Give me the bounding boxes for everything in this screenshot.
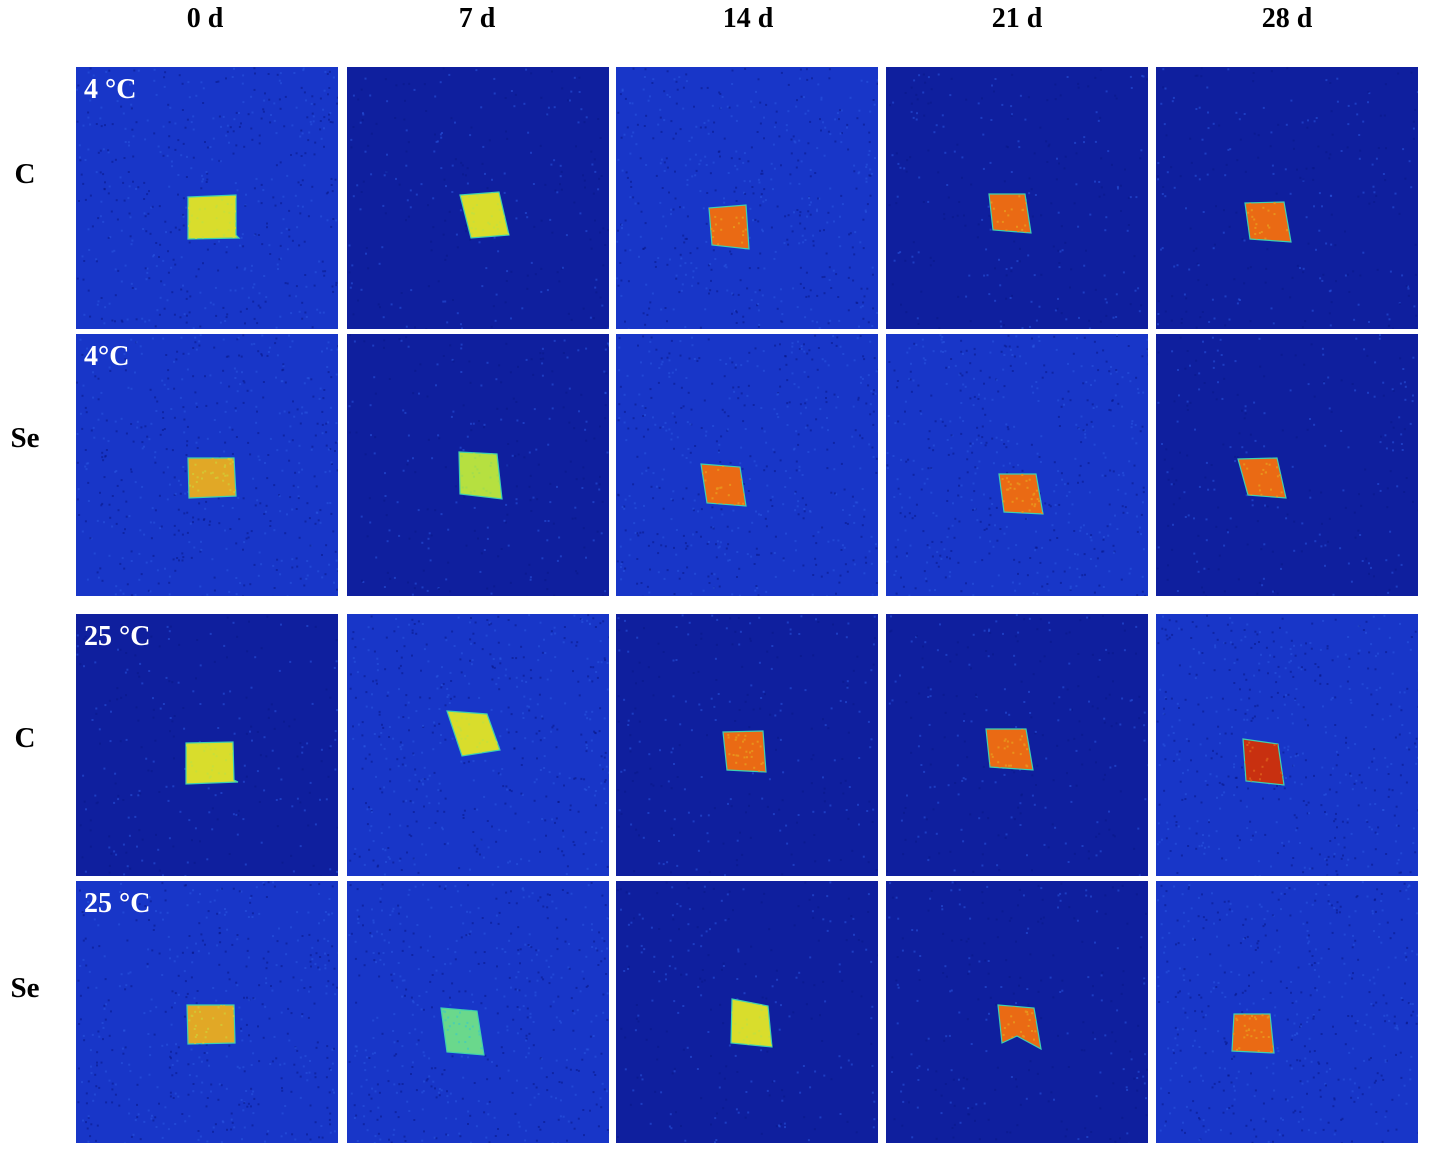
row-label-se-25c: Se [10,972,40,1004]
thermal-image-r3-c3 [886,881,1148,1143]
thermal-image-r0-c2 [616,67,878,329]
column-header-7d: 7 d [458,3,496,34]
thermal-image-r2-c1 [347,614,609,876]
thermal-image-r2-c2 [616,614,878,876]
sample-patch [440,1007,485,1056]
temperature-label: 25 °C [84,888,151,919]
column-header-0d: 0 d [186,3,224,34]
sample-patch [700,463,747,507]
sample-patch [185,741,239,785]
thermal-image-r0-c0: 4 °C [76,67,338,329]
sample-patch [458,451,503,500]
sample-patch [730,998,773,1048]
column-header-28d: 28 d [1261,3,1313,34]
temperature-label: 4°C [84,341,130,372]
row-label-control-25c: C [14,722,36,754]
thermal-image-r0-c4 [1156,67,1418,329]
sample-patch [446,710,501,757]
sample-patch [998,473,1044,515]
thermal-image-r0-c1 [347,67,609,329]
thermal-image-r3-c0: 25 °C [76,881,338,1143]
sample-patch [708,204,750,250]
row-label-se-4c: Se [10,422,40,454]
thermal-image-r1-c0: 4°C [76,334,338,596]
sample-patch [187,457,237,499]
sample-patch [187,194,241,240]
thermal-image-r3-c2 [616,881,878,1143]
temperature-label: 25 °C [84,621,151,652]
thermal-image-r3-c1 [347,881,609,1143]
sample-patch [988,193,1032,234]
sample-patch [1242,738,1285,786]
thermal-image-r0-c3 [886,67,1148,329]
row-label-control-4c: C [14,158,36,190]
thermal-image-r1-c2 [616,334,878,596]
thermal-image-r2-c3 [886,614,1148,876]
sample-patch [186,1004,236,1045]
sample-patch [1244,201,1292,243]
thermal-image-r2-c4 [1156,614,1418,876]
thermal-image-r2-c0: 25 °C [76,614,338,876]
sample-patch [1231,1013,1275,1054]
column-header-21d: 21 d [991,3,1043,34]
sample-patch [985,728,1034,771]
thermal-image-r3-c4 [1156,881,1418,1143]
column-header-14d: 14 d [722,3,774,34]
sample-patch [1237,457,1287,499]
temperature-label: 4 °C [84,74,137,105]
thermal-image-r1-c4 [1156,334,1418,596]
sample-patch [997,1004,1042,1051]
sample-patch [459,191,510,239]
thermal-image-r1-c3 [886,334,1148,596]
thermal-image-r1-c1 [347,334,609,596]
